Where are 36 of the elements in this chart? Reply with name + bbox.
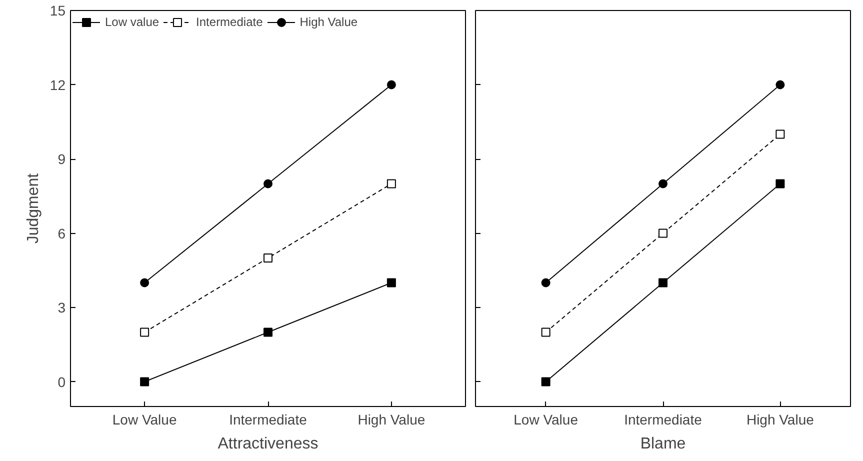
legend-label: High Value	[300, 15, 358, 29]
point	[541, 278, 550, 288]
x-tick-label: High Value	[358, 412, 426, 428]
y-axis-title: Judgment	[24, 172, 42, 244]
x-tick-label: High Value	[746, 412, 814, 428]
point	[541, 328, 550, 337]
point	[264, 179, 272, 188]
point	[386, 278, 396, 288]
y-tick-label: 0	[58, 374, 66, 390]
point	[264, 254, 272, 262]
point	[140, 278, 150, 288]
point	[541, 377, 550, 386]
x-tick-label: Low Value	[112, 412, 177, 428]
y-tick-label: 9	[58, 151, 66, 167]
x-axis-title: Attractiveness	[218, 436, 318, 452]
x-axis-title: Blame	[640, 436, 686, 452]
y-tick-label: 12	[50, 76, 66, 93]
x-tick-label: Intermediate	[624, 412, 702, 428]
point	[386, 179, 396, 188]
point	[776, 179, 785, 188]
point	[140, 377, 150, 386]
point	[140, 328, 150, 337]
point	[264, 328, 272, 337]
point	[658, 179, 668, 188]
point	[386, 80, 396, 90]
point	[658, 278, 668, 288]
point	[776, 130, 785, 139]
y-tick-label: 6	[58, 225, 66, 242]
x-tick-label: Low Value	[514, 412, 578, 428]
legend-label: Low value	[105, 15, 160, 29]
y-tick-label: 3	[58, 300, 66, 316]
point	[658, 228, 668, 238]
y-tick-label: 15	[50, 2, 66, 18]
x-tick-label: Intermediate	[229, 412, 308, 428]
point	[776, 80, 785, 90]
legend-label: Intermediate	[196, 15, 263, 29]
